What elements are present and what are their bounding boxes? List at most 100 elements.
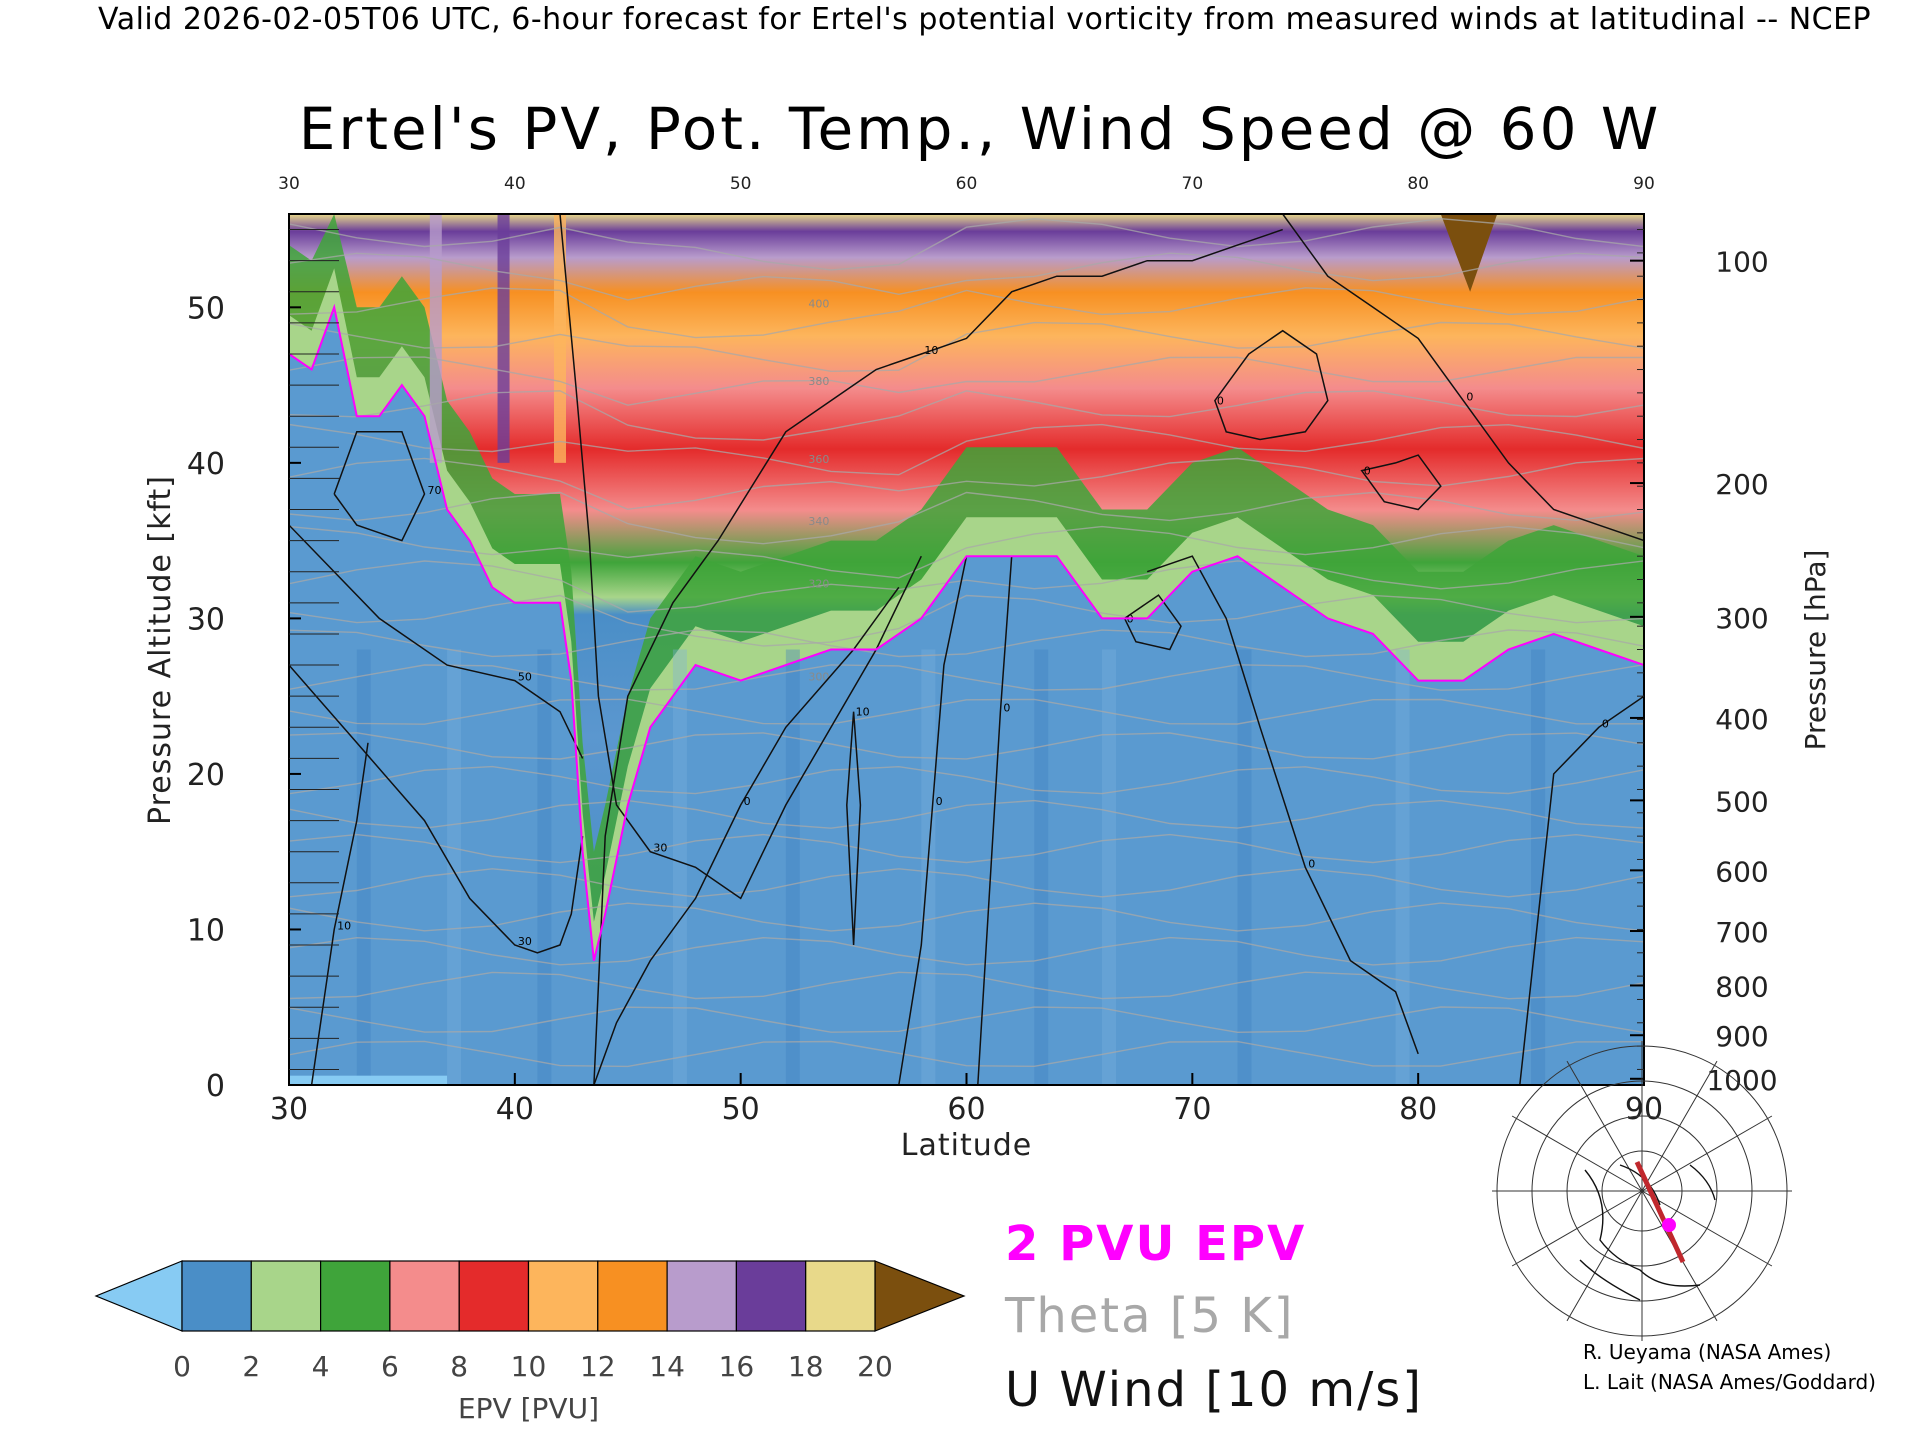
epv-heatmap <box>289 214 1644 1085</box>
surface-band <box>289 1075 448 1085</box>
wind-contour-label: 0 <box>1217 395 1224 408</box>
theta-contour-line <box>289 321 1644 373</box>
theta-label: 300 <box>808 671 829 684</box>
wind-contour-line <box>898 556 968 1085</box>
inset-meridian <box>1511 1190 1643 1267</box>
tropo-streak <box>785 649 800 1085</box>
wind-contour-line <box>1282 214 1644 542</box>
theta-contour-line <box>289 457 1644 511</box>
theta-contour-line <box>289 217 1644 271</box>
theta-contour-line <box>289 1006 1644 1034</box>
tropo-streak <box>1531 649 1546 1085</box>
pressure-tick-label: 700 <box>1715 916 1768 949</box>
theta-contour-line <box>289 1040 1644 1068</box>
theta-label: 380 <box>808 375 829 388</box>
y-tick-label: 30 <box>187 602 225 637</box>
y-tick-label: 50 <box>187 291 225 326</box>
wind-contour-label: 0 <box>1003 702 1010 715</box>
wind-closed-contour <box>1360 454 1442 511</box>
colorbar-bin <box>181 1260 252 1332</box>
wind-contour-label: 0 <box>1466 391 1473 404</box>
y2-axis-label: Pressure [hPa] <box>1799 550 1832 751</box>
inset-section-line <box>1634 1160 1686 1264</box>
credit-line-1: R. Ueyama (NASA Ames) <box>1583 1340 1832 1364</box>
wind-contour-label: 0 <box>936 795 943 808</box>
pressure-tick-label: 900 <box>1715 1020 1768 1053</box>
header-caption: Valid 2026-02-05T06 UTC, 6-hour forecast… <box>98 2 1872 37</box>
x-tick-label: 90 <box>1625 1092 1663 1127</box>
pv-2pvu-layer <box>289 303 1644 961</box>
theta-contour-line <box>289 356 1644 406</box>
pv-streamer <box>429 214 442 463</box>
theta-label: 360 <box>808 453 829 466</box>
inset-meridian <box>1511 1115 1643 1192</box>
map-inset <box>1492 1041 1792 1341</box>
tropo-streak <box>672 649 687 1085</box>
theta-contour-line <box>289 971 1644 1000</box>
colorbar-bin <box>735 1260 807 1332</box>
wind-contour-label: 10 <box>337 919 351 932</box>
inset-marker <box>1662 1218 1676 1232</box>
tropo-streak <box>1034 649 1049 1085</box>
tropo-streak <box>1102 649 1116 1085</box>
theta-contour-line <box>289 525 1644 579</box>
x-top-tick-label: 60 <box>956 174 978 194</box>
wind-contour-line <box>289 664 584 954</box>
x-top-tick-label: 80 <box>1407 174 1429 194</box>
y-tick-label: 20 <box>187 758 225 793</box>
pressure-tick-label: 600 <box>1715 855 1768 888</box>
pressure-tick-label: 200 <box>1715 468 1768 501</box>
theta-contour-line <box>289 491 1644 545</box>
tropo-streak <box>447 649 462 1085</box>
wind-closed-contour <box>1214 329 1329 441</box>
x-tick-label: 40 <box>496 1092 534 1127</box>
pressure-tick-label: 100 <box>1715 246 1768 279</box>
colorbar-bin <box>527 1260 599 1332</box>
legend-pv: 2 PVU EPV <box>1005 1216 1307 1272</box>
theta-label: 320 <box>808 577 829 590</box>
inset-meridian <box>1641 1060 1718 1192</box>
colorbar-bin <box>805 1260 876 1332</box>
theta-contour-line <box>289 629 1644 658</box>
wind-contour-line <box>1146 555 1419 1055</box>
colorbar-tick-label: 10 <box>511 1350 547 1383</box>
wind-contour-label: 70 <box>428 484 442 497</box>
pv-2pvu-line <box>289 303 1644 961</box>
troposphere-region <box>289 307 1644 1085</box>
legend-theta: Theta [5 K] <box>1005 1288 1295 1344</box>
wind-contour-line <box>977 556 1013 1085</box>
colorbar-tick-label: 8 <box>450 1350 468 1383</box>
inset-meridian <box>1641 1115 1773 1192</box>
x-top-tick-label: 50 <box>730 174 752 194</box>
inset-meridian <box>1566 1190 1643 1322</box>
chart-title: Ertel's PV, Pot. Temp., Wind Speed @ 60 … <box>298 95 1662 163</box>
theta-contour-line <box>289 936 1644 966</box>
pressure-tick-label: 800 <box>1715 970 1768 1003</box>
colorbar-tick-label: 12 <box>580 1350 616 1383</box>
pv-streamer <box>554 214 566 463</box>
y-axis-label: Pressure Altitude [kft] <box>143 475 178 825</box>
wind-contour-line <box>289 524 584 759</box>
y-tick-label: 40 <box>187 447 225 482</box>
wind-contour-label: 0 <box>1602 717 1609 730</box>
wind-contour-line <box>559 214 922 900</box>
theta-contour-line <box>289 664 1644 691</box>
wind-contour-label: 30 <box>518 935 532 948</box>
theta-contour-line <box>289 868 1644 898</box>
tropo-streak <box>1237 649 1252 1085</box>
theta-label: 400 <box>808 297 829 310</box>
x-top-tick-label: 90 <box>1633 174 1655 194</box>
colorbar-tick-label: 20 <box>857 1350 893 1383</box>
wind-contour-label: 10 <box>924 344 938 357</box>
x-axis-label: Latitude <box>901 1128 1032 1163</box>
wind-contour-label: 10 <box>856 706 870 719</box>
colorbar-tick-label: 0 <box>173 1350 191 1383</box>
wind-contour-line <box>593 586 900 1085</box>
colorbar-over-arrow <box>874 1260 966 1332</box>
theta-label: 340 <box>808 515 829 528</box>
inset-meridian <box>1641 1190 1773 1267</box>
tropo-streak <box>921 649 936 1085</box>
colorbar-tick-label: 6 <box>381 1350 399 1383</box>
x-top-tick-label: 30 <box>278 174 300 194</box>
